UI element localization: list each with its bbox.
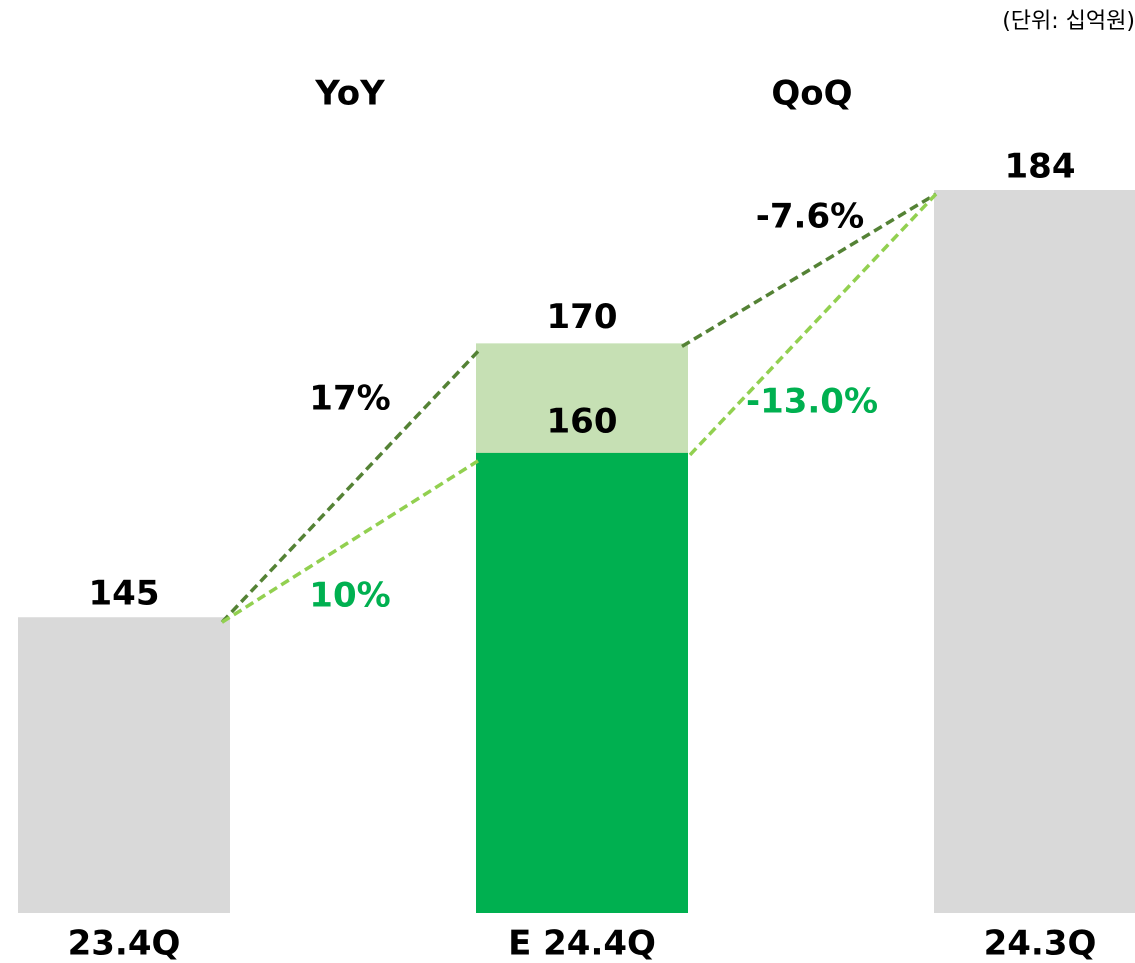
bar — [934, 190, 1135, 913]
bar — [476, 452, 688, 913]
connector — [221, 459, 479, 624]
connector — [681, 192, 937, 348]
connector — [220, 350, 480, 624]
x-tick-label: 24.3Q — [984, 924, 1097, 963]
annotation: -13.0% — [746, 382, 878, 422]
annotation: YoY — [314, 74, 385, 114]
x-tick-label: 23.4Q — [68, 924, 181, 963]
unit-note: (단위: 십억원) — [1002, 9, 1135, 34]
value-label: 160 — [547, 401, 618, 441]
bar — [18, 617, 230, 913]
connector — [688, 192, 938, 457]
value-label: 145 — [89, 574, 160, 614]
value-label: 170 — [547, 297, 618, 337]
annotation: QoQ — [771, 74, 852, 114]
value-label: 184 — [1005, 147, 1076, 187]
x-tick-label: E 24.4Q — [508, 924, 656, 963]
annotation: 10% — [309, 576, 390, 616]
annotation: 17% — [309, 379, 390, 419]
annotation: -7.6% — [756, 197, 864, 237]
